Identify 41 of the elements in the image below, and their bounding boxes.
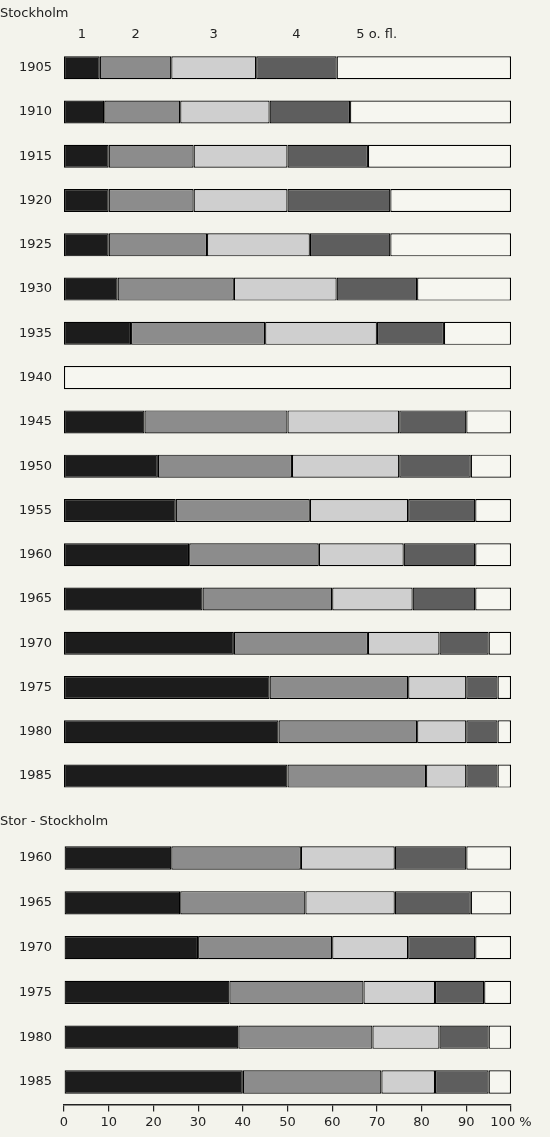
y-tick-label: 1930: [18, 280, 52, 296]
y-tick-label: 1950: [18, 457, 52, 473]
series-label: 2: [131, 26, 140, 42]
x-tick-label: 80: [413, 1113, 430, 1129]
y-tick-label: 1975: [18, 983, 52, 999]
y-tick-label: 1935: [18, 324, 52, 340]
y-tick-label: 1955: [18, 501, 52, 517]
y-tick-label: 1915: [18, 147, 52, 163]
y-tick-label: 1985: [18, 1073, 52, 1089]
y-tick-label: 1940: [18, 369, 52, 384]
series-label: 3: [209, 26, 218, 42]
series-label: 4: [292, 26, 301, 42]
y-tick-label: 1960: [18, 546, 52, 562]
x-tick-label: 0: [59, 1113, 69, 1129]
y-tick-label: 1970: [18, 634, 52, 650]
y-tick-label: 1965: [18, 590, 52, 606]
x-tick-label: 90: [458, 1113, 475, 1129]
x-tick-label: 100 %: [490, 1113, 532, 1129]
y-tick-label: 1975: [18, 678, 52, 694]
x-tick-label: 50: [279, 1113, 296, 1129]
x-tick-label: 40: [234, 1113, 252, 1129]
y-tick-label: 1965: [18, 894, 52, 910]
x-tick-label: 20: [145, 1113, 162, 1129]
y-tick-label: 1905: [18, 59, 52, 75]
chart-title: Stockholm: [0, 5, 69, 21]
x-tick-label: 30: [189, 1113, 207, 1129]
y-tick-label: 1960: [18, 849, 52, 865]
x-tick-label: 60: [323, 1113, 341, 1129]
x-tick-label: 70: [368, 1113, 386, 1129]
y-tick-label: 1925: [18, 236, 52, 252]
y-tick-label: 1910: [18, 103, 52, 119]
y-tick-label: 1970: [18, 938, 52, 954]
y-tick-label: 1985: [18, 767, 52, 783]
y-tick-label: 1980: [18, 1028, 52, 1044]
series-label: 1: [77, 26, 87, 42]
y-tick-label: 1920: [18, 191, 52, 207]
y-tick-label: 1945: [18, 413, 52, 429]
chart-title: Stor - Stockholm: [0, 813, 109, 829]
x-tick-label: 10: [100, 1113, 117, 1129]
series-label: 5 o. fl.: [356, 26, 398, 42]
y-tick-label: 1980: [18, 723, 52, 739]
